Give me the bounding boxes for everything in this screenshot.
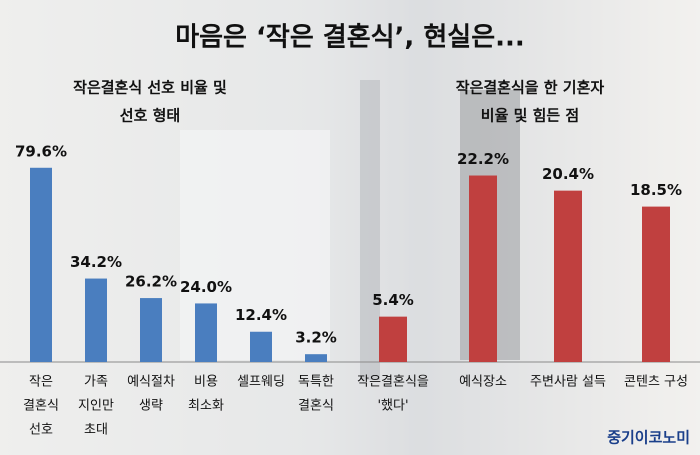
subtitle: 작은결혼식을 한 기혼자 [456, 79, 605, 97]
category-label: 생략 [139, 399, 163, 414]
category-label: 비용 [194, 375, 218, 390]
value-label: 18.5% [630, 181, 682, 199]
category-label: 가족 [84, 375, 108, 390]
title: 마음은 ‘작은 결혼식’, 현실은... [175, 23, 525, 53]
value-label: 26.2% [125, 273, 177, 291]
source: 중기이코노미 [607, 429, 690, 447]
value-label: 12.4% [235, 306, 287, 324]
bar [195, 303, 217, 362]
category-label: 독특한 [298, 375, 334, 390]
category-label: 최소화 [188, 399, 224, 414]
category-label: '했다' [377, 398, 408, 414]
subtitle: 작은결혼식 선호 비율 및 [73, 79, 227, 97]
bar [30, 167, 52, 362]
bar [305, 354, 327, 362]
category-label: 결혼식 [23, 399, 59, 414]
bar [379, 316, 407, 362]
value-label: 79.6% [15, 142, 67, 160]
bar [554, 190, 582, 362]
category-label: 예식장소 [459, 375, 507, 390]
subtitle: 비율 및 힘든 점 [481, 107, 579, 125]
subtitle: 선호 형태 [120, 107, 180, 125]
value-label: 5.4% [372, 291, 414, 309]
bar [469, 175, 497, 362]
bar [85, 278, 107, 362]
door-frame [360, 80, 380, 380]
category-label: 주변사람 설득 [530, 375, 606, 390]
value-label: 20.4% [542, 165, 594, 183]
value-label: 3.2% [295, 329, 337, 347]
category-label: 예식절차 [127, 375, 175, 390]
category-label: 선호 [29, 423, 53, 438]
bar [140, 298, 162, 362]
category-label: 지인만 [78, 399, 114, 414]
bar [642, 206, 670, 362]
value-label: 34.2% [70, 253, 122, 271]
category-label: 결혼식 [298, 399, 334, 414]
category-label: 콘텐츠 구성 [624, 375, 688, 390]
category-label: 초대 [84, 423, 108, 438]
category-label: 셀프웨딩 [237, 375, 285, 390]
value-label: 24.0% [180, 278, 232, 296]
category-label: 작은 [29, 375, 53, 390]
category-label: 작은결혼식을 [357, 375, 429, 390]
bar [250, 331, 272, 362]
value-label: 22.2% [457, 150, 509, 168]
